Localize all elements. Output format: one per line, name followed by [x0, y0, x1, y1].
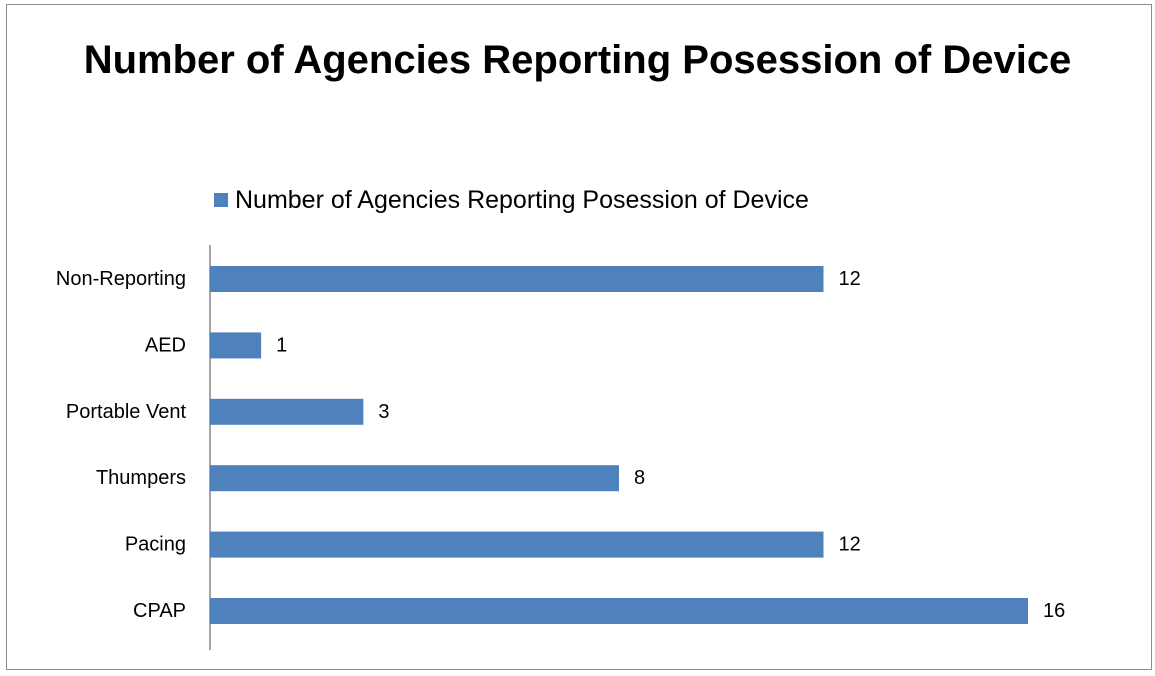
bar-aed: [210, 332, 262, 359]
tick-label-cpap: CPAP: [133, 600, 186, 622]
bar-cpap: [210, 598, 1028, 624]
data-label-portable-vent: 3: [378, 401, 389, 423]
bar-thumpers: [210, 465, 619, 492]
bar-pacing: [210, 531, 824, 558]
tick-label-portable-vent: Portable Vent: [66, 401, 187, 423]
data-label-aed: 1: [276, 334, 287, 356]
data-label-cpap: 16: [1043, 600, 1065, 622]
tick-label-aed: AED: [145, 334, 186, 356]
data-label-non-reporting: 12: [839, 268, 861, 290]
tick-label-non-reporting: Non-Reporting: [56, 268, 186, 290]
bar-non-reporting: [210, 266, 824, 292]
data-label-pacing: 12: [839, 534, 861, 556]
chart-title: Number of Agencies Reporting Posession o…: [83, 38, 1072, 82]
chart-frame: [6, 4, 1152, 670]
tick-label-pacing: Pacing: [125, 534, 186, 556]
legend-swatch: [214, 193, 228, 207]
chart-legend: Number of Agencies Reporting Posession o…: [214, 180, 809, 220]
tick-label-thumpers: Thumpers: [96, 467, 186, 489]
data-label-thumpers: 8: [634, 467, 645, 489]
legend-label: Number of Agencies Reporting Posession o…: [235, 185, 809, 214]
bar-portable-vent: [210, 398, 364, 425]
